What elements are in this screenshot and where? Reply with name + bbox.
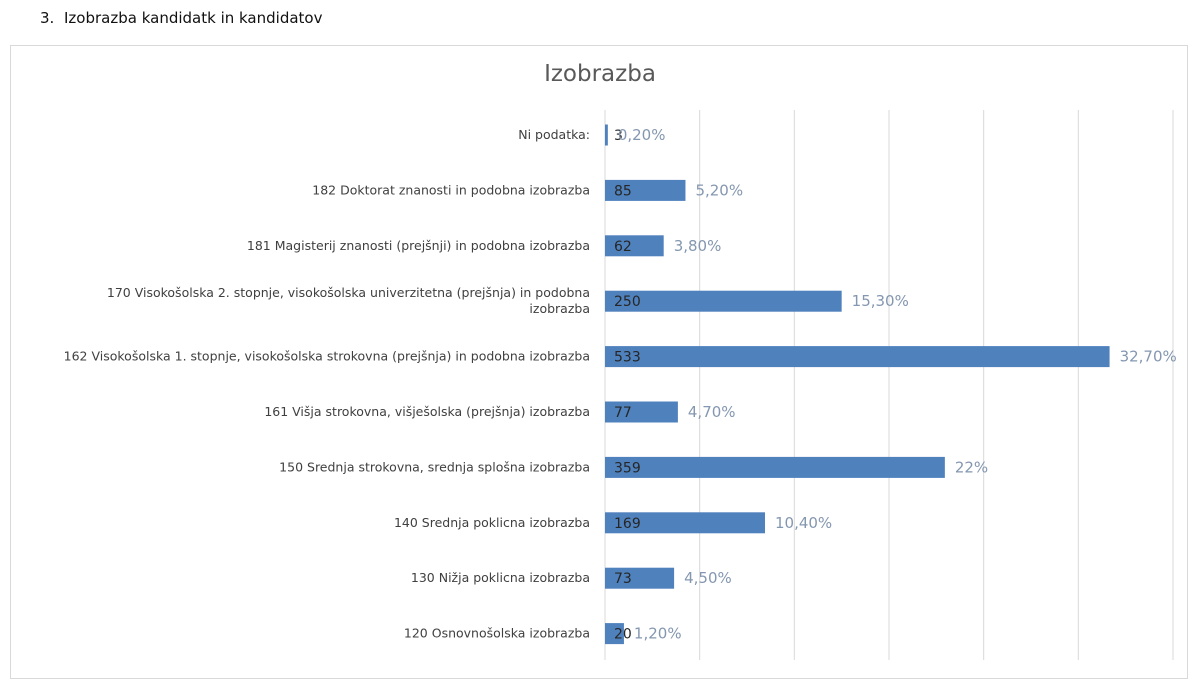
category-label: 150 Srednja strokovna, srednja splošna i…	[279, 459, 590, 474]
bar	[605, 567, 675, 589]
category-label: 182 Doktorat znanosti in podobna izobraz…	[312, 182, 590, 197]
bar-percent-label: 15,30%	[852, 292, 909, 310]
bars: 30,20% 85 5,20% 62 3,80% 250 15,30% 533 32,70% 77…	[605, 124, 1177, 645]
bar	[605, 346, 1110, 368]
bar	[605, 124, 608, 146]
bar	[605, 235, 664, 257]
bar-value-label: 20	[614, 627, 632, 643]
category-labels: Ni podatka: 182 Doktorat znanosti in podo…	[64, 127, 590, 641]
bar	[605, 401, 678, 423]
bar-value-label: 73	[614, 571, 632, 587]
category-label: Ni podatka:	[518, 127, 590, 142]
bar	[605, 512, 765, 534]
bar-percent-label: 5,20%	[695, 181, 743, 199]
category-label: 161 Višja strokovna, višješolska (prejšn…	[264, 404, 590, 419]
bar-value-label: 169	[614, 516, 641, 532]
bar-value-label: 250	[614, 294, 641, 310]
section-title: Izobrazba kandidatk in kandidatov	[64, 9, 323, 27]
category-label: 140 Srednja poklicna izobrazba	[394, 515, 590, 530]
bar	[605, 623, 624, 645]
bar-percent-label: 1,20%	[634, 625, 682, 643]
bar	[605, 456, 945, 478]
category-label: izobrazba	[529, 301, 590, 316]
bar-percent-label: 3,80%	[674, 237, 722, 255]
category-label: 170 Visokošolska 2. stopnje, visokošolsk…	[107, 285, 590, 300]
bar	[605, 179, 686, 201]
chart-frame	[10, 45, 1188, 679]
bar	[605, 290, 842, 312]
bar-percent-label: 32,70%	[1120, 348, 1177, 366]
category-label: 162 Visokošolska 1. stopnje, visokošolsk…	[64, 349, 590, 364]
bar-value-label: 77	[614, 405, 632, 421]
bar-value-label: 3	[614, 128, 623, 144]
bar-percent-label: 0,20%	[618, 126, 666, 144]
chart-title: Izobrazba	[544, 61, 656, 87]
section-number: 3.	[40, 9, 55, 27]
category-label: 181 Magisterij znanosti (prejšnji) in po…	[247, 238, 590, 253]
category-label: 120 Osnovnošolska izobrazba	[404, 626, 590, 641]
bar-percent-label: 22%	[955, 458, 988, 476]
bar-percent-label: 4,50%	[684, 569, 732, 587]
bar-value-label: 85	[614, 183, 632, 199]
bar-value-label: 62	[614, 239, 632, 255]
bar-percent-label: 10,40%	[775, 514, 832, 532]
bar-value-label: 359	[614, 460, 641, 476]
bar-percent-label: 4,70%	[688, 403, 736, 421]
bar-value-label: 533	[614, 350, 641, 366]
section-heading: 3. Izobrazba kandidatk in kandidatov	[40, 9, 322, 27]
category-label: 130 Nižja poklicna izobrazba	[411, 570, 590, 585]
